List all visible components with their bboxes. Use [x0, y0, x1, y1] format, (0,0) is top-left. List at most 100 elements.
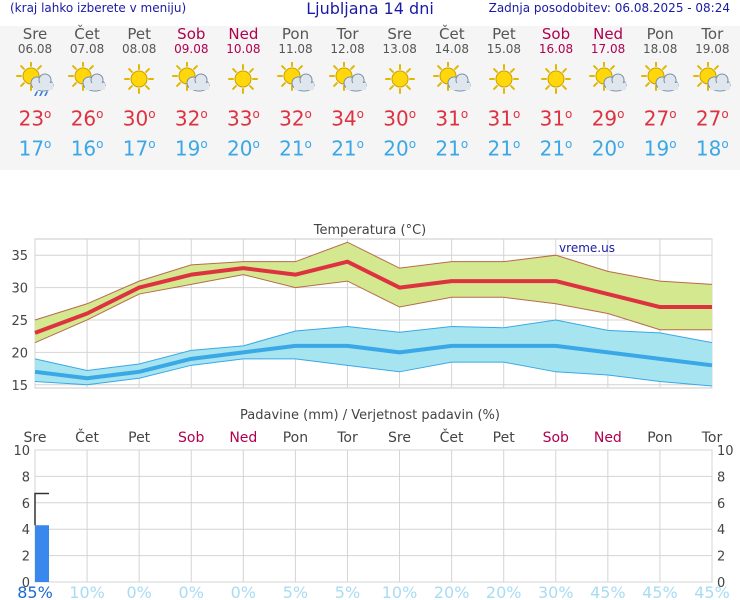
- temp-y-tick: 20: [11, 346, 28, 361]
- temp-max: 31o: [539, 106, 573, 131]
- day-column: Pon 18.08 27o 19o: [634, 26, 686, 161]
- temp-min: 20o: [226, 136, 260, 161]
- temp-max: 33o: [226, 106, 260, 131]
- precip-x-tick: Čet: [75, 428, 99, 446]
- sun-icon: [536, 62, 576, 96]
- temp-max: 31o: [487, 106, 521, 131]
- precip-plot-area: [34, 449, 713, 583]
- day-name: Pet: [127, 25, 151, 43]
- precip-probability: 0%: [179, 583, 204, 600]
- day-column: Ned 17.08 29o 20o: [582, 26, 634, 161]
- precip-probability: 0%: [126, 583, 151, 600]
- day-name: Pon: [281, 25, 310, 43]
- sun-cloud-icon: [67, 61, 107, 96]
- temp-max: 31o: [435, 106, 469, 131]
- precip-y-tick-left: 6: [22, 497, 30, 512]
- day-name: Sob: [177, 25, 206, 43]
- temp-min-value: 20: [383, 136, 409, 161]
- precip-x-tick: Tor: [336, 430, 358, 446]
- precip-y-tick-left: 10: [13, 444, 30, 459]
- day-date: 16.08: [538, 42, 574, 56]
- min-temp-band: [35, 319, 712, 387]
- temp-max: 30o: [122, 106, 156, 131]
- day-date: 18.08: [643, 42, 678, 56]
- day-date: 07.08: [69, 42, 105, 56]
- forecast-strip: Sre 06.08 23o 17o Čet 07.08 26o 16o Pet 08.08 30…: [0, 26, 740, 170]
- temp-max-value: 31: [487, 106, 513, 131]
- day-column: Pon 11.08 32o 21o: [270, 26, 322, 161]
- precip-x-tick: Pon: [647, 430, 672, 446]
- temp-min: 21o: [539, 136, 573, 161]
- temp-chart-title: Temperatura (°C): [313, 223, 426, 238]
- day-column: Čet 14.08 31o 21o: [426, 26, 478, 161]
- day-name: Sre: [387, 25, 412, 43]
- temp-min-value: 18: [695, 136, 722, 161]
- precip-x-tick: Čet: [440, 428, 464, 446]
- temp-max: 30o: [383, 106, 417, 131]
- precip-x-tick: Tor: [701, 430, 723, 446]
- temp-min: 17o: [122, 136, 156, 161]
- day-date: 19.08: [695, 42, 730, 56]
- region-menu-hint[interactable]: (kraj lahko izberete v meniju): [10, 1, 187, 15]
- precip-chart-title: Padavine (mm) / Verjetnost padavin (%): [240, 408, 500, 423]
- temp-min: 16o: [70, 136, 104, 161]
- precip-y-tick-right: 10: [717, 444, 734, 459]
- precip-probability: 85%: [17, 583, 53, 600]
- precip-range: [34, 492, 49, 526]
- temp-max: 32o: [174, 106, 208, 131]
- day-name: Ned: [593, 25, 624, 43]
- precip-y-tick-right: 8: [717, 470, 725, 485]
- temp-min-value: 20: [226, 136, 253, 161]
- temp-y-tick: 30: [11, 282, 28, 297]
- temp-min-value: 16: [70, 136, 97, 161]
- min-temp-line: [34, 343, 713, 381]
- temp-max-value: 32: [174, 106, 201, 131]
- temp-min-value: 19: [643, 136, 670, 161]
- sun-cloud-icon: [276, 61, 316, 96]
- day-column: Čet 07.08 26o 16o: [61, 26, 113, 161]
- temp-min: 21o: [487, 136, 521, 161]
- max-temp-band: [35, 242, 712, 343]
- temp-y-tick: 15: [11, 379, 28, 394]
- sun-cloud-icon: [432, 61, 472, 96]
- day-date: 09.08: [174, 42, 209, 56]
- day-name: Ned: [228, 25, 259, 43]
- temp-min: 19o: [174, 136, 208, 161]
- sun-icon: [119, 62, 159, 96]
- temp-min: 21o: [435, 136, 469, 161]
- temp-min: 19o: [643, 136, 677, 161]
- temp-max: 34o: [331, 106, 364, 131]
- day-name: Tor: [701, 25, 724, 43]
- day-date: 12.08: [330, 42, 365, 56]
- precip-bar: [35, 525, 49, 582]
- day-column: Pet 08.08 30o 17o: [113, 26, 165, 161]
- watermark: vreme.us: [559, 241, 615, 255]
- precip-x-tick: Pet: [493, 430, 516, 446]
- page-title: Ljubljana 14 dni: [306, 0, 434, 18]
- temp-max: 29o: [591, 106, 625, 131]
- day-column: Ned 10.08 33o 20o: [217, 26, 269, 161]
- day-date: 06.08: [17, 42, 53, 56]
- temp-min-value: 21: [279, 136, 305, 161]
- temp-max-value: 27: [643, 106, 670, 131]
- day-name: Sre: [22, 25, 48, 43]
- precip-y-tick-left: 2: [22, 550, 30, 565]
- precip-y-tick-right: 6: [717, 497, 725, 512]
- sun-cloud-icon: [588, 61, 628, 96]
- max-temp-band-low: [34, 274, 712, 344]
- day-date: 08.08: [122, 42, 157, 56]
- temp-max-value: 27: [695, 106, 722, 131]
- precip-probability: 20%: [434, 583, 470, 600]
- day-date: 15.08: [486, 42, 522, 56]
- precip-probability: 10%: [382, 583, 418, 600]
- temp-max-value: 31: [435, 106, 461, 131]
- temp-min-value: 17: [122, 136, 149, 161]
- forecast-charts: Temperatura (°C)1520253035vreme.usPadavi…: [11, 223, 734, 600]
- sun-icon: [484, 62, 524, 96]
- temp-min-value: 20: [591, 136, 618, 161]
- precip-y-tick-left: 0: [22, 576, 30, 591]
- day-date: 10.08: [226, 42, 261, 56]
- precip-x-tick: Sre: [388, 430, 411, 446]
- page-header: (kraj lahko izberete v meniju) Ljubljana…: [0, 0, 740, 20]
- precip-x-tick: Sob: [178, 430, 204, 446]
